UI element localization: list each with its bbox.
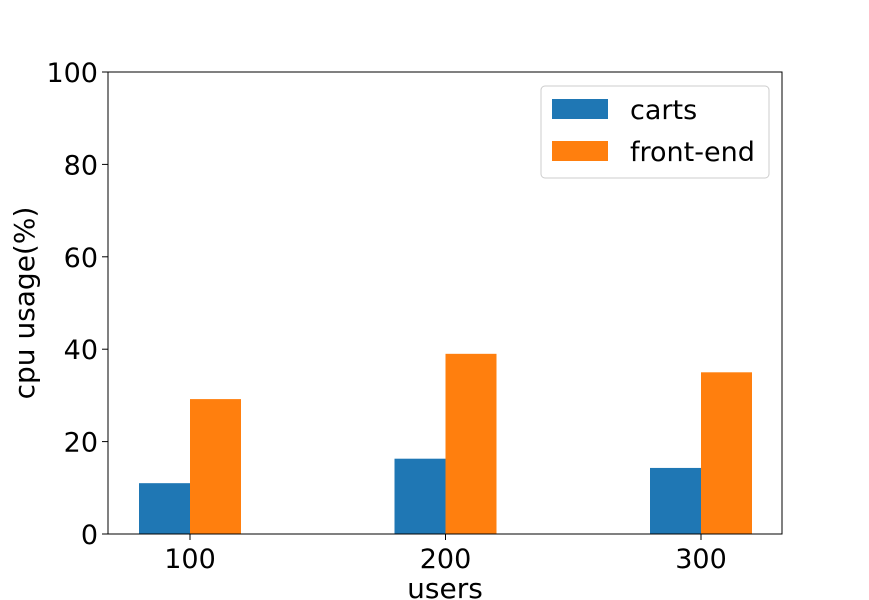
bar-front-end-100 xyxy=(190,399,241,534)
y-tick-label: 20 xyxy=(64,428,98,459)
legend: carts front-end xyxy=(540,85,770,179)
y-tick-label: 80 xyxy=(64,150,98,181)
bar-front-end-200 xyxy=(445,353,497,534)
bar-front-end-300 xyxy=(701,372,752,534)
legend-label-carts: carts xyxy=(630,95,697,126)
legend-swatch-carts xyxy=(552,99,608,119)
bar-carts-200 xyxy=(394,458,446,534)
y-tick-label: 100 xyxy=(46,58,98,89)
x-tick-label: 100 xyxy=(164,544,216,575)
x-tick-label: 200 xyxy=(420,544,472,575)
x-tick-label: 300 xyxy=(675,544,727,575)
y-axis-title: cpu usage(%) xyxy=(8,207,41,400)
y-tick-label: 0 xyxy=(81,520,98,551)
bars-layer xyxy=(139,353,752,534)
y-axis: 0 20 40 60 80 100 xyxy=(46,58,108,551)
legend-swatch-front-end xyxy=(552,141,608,161)
x-axis: 100 200 300 xyxy=(164,534,727,575)
bar-carts-100 xyxy=(139,483,190,534)
x-axis-title: users xyxy=(407,572,483,600)
legend-label-front-end: front-end xyxy=(630,137,755,168)
y-tick-label: 40 xyxy=(64,335,98,366)
y-tick-label: 60 xyxy=(64,243,98,274)
bar-carts-300 xyxy=(650,467,701,534)
